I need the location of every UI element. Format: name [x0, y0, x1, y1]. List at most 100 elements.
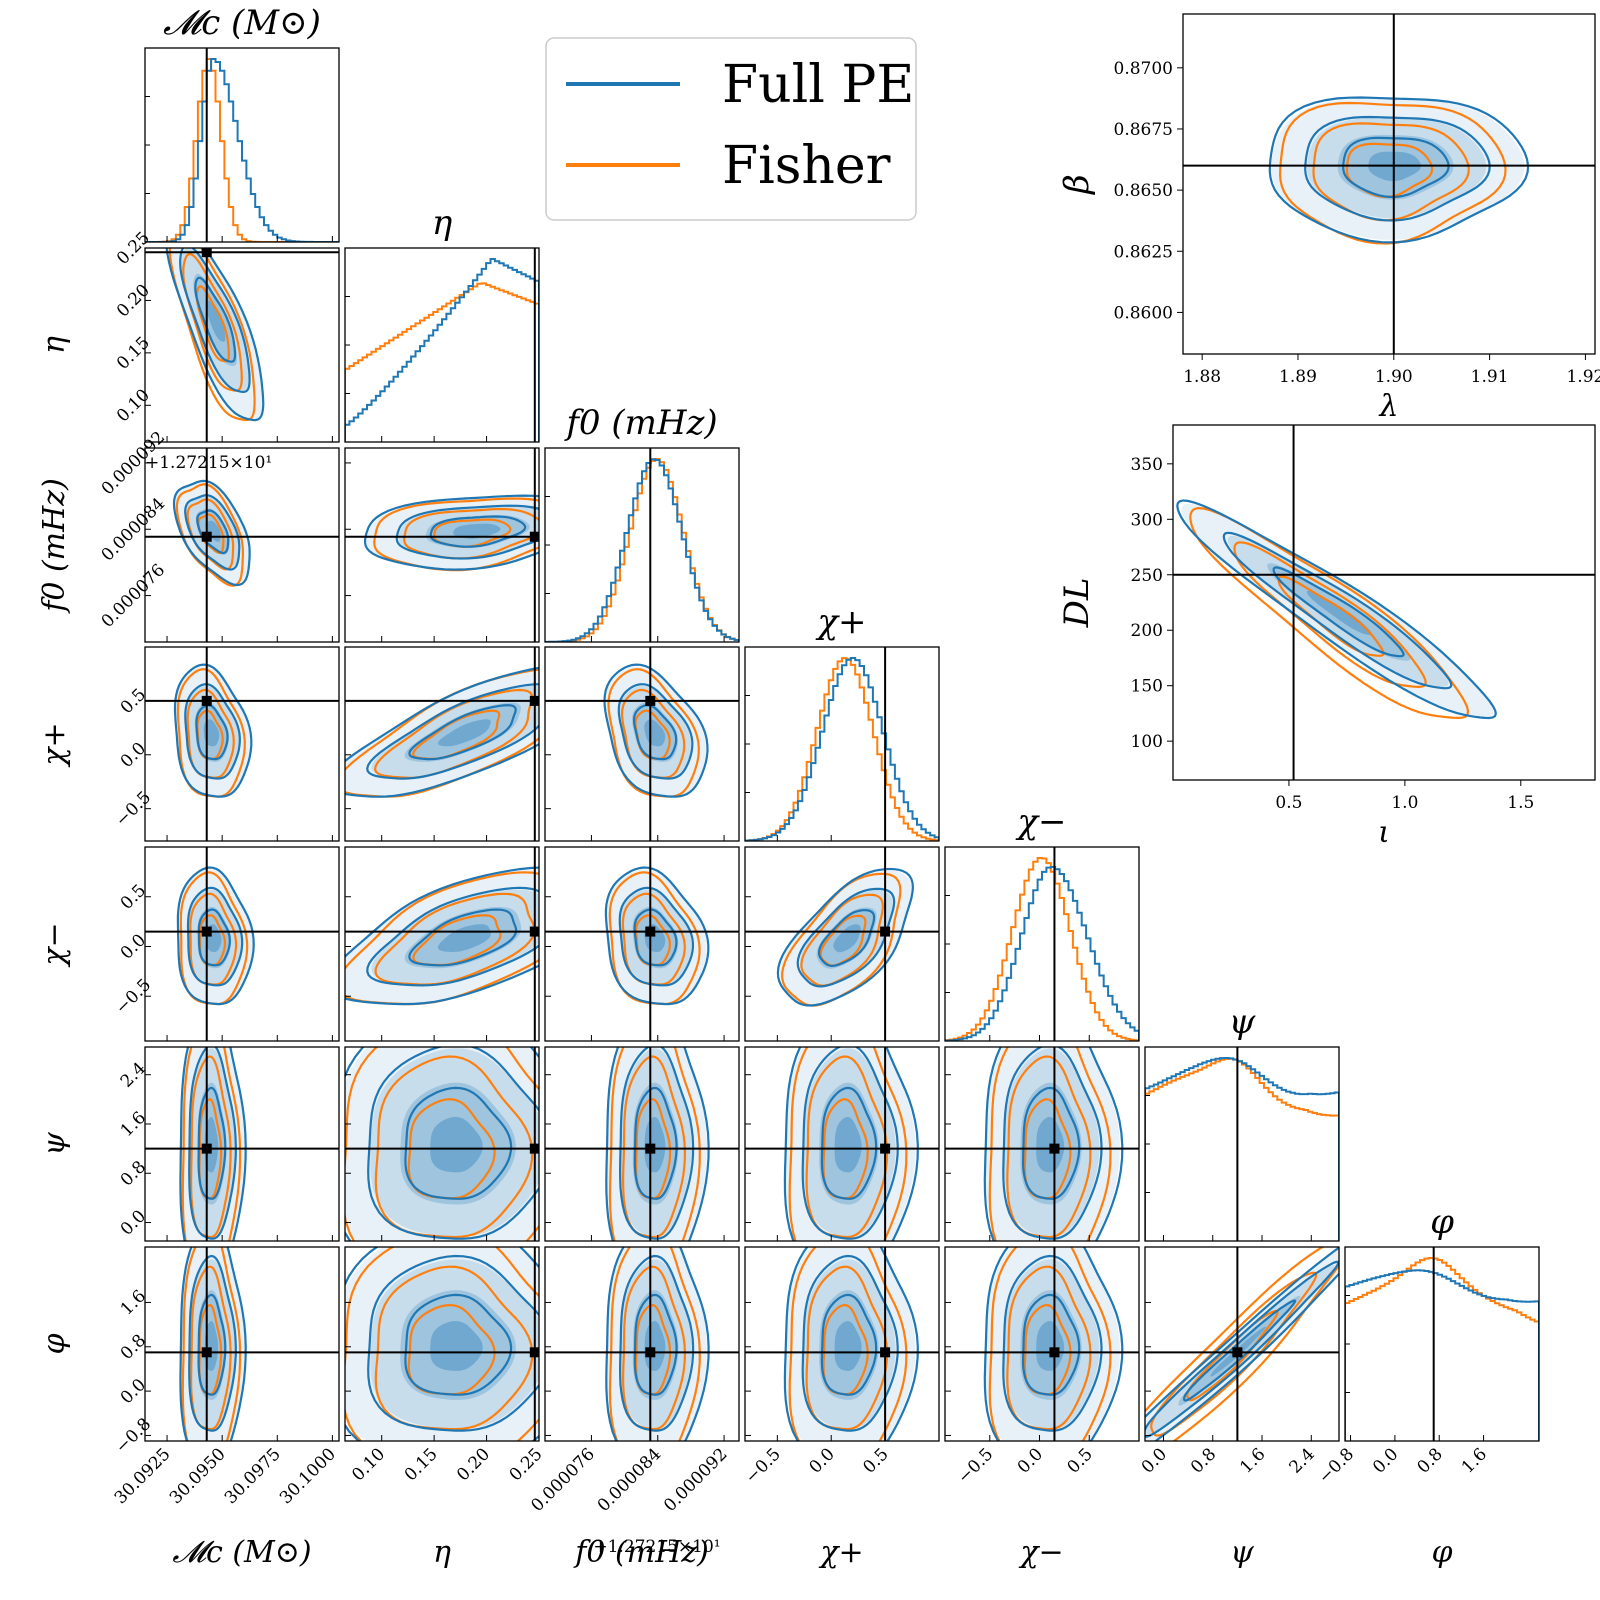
y-tick-label-iota_DL: 200 [1131, 621, 1163, 641]
x-tick-label-psi: 2.4 [1286, 1444, 1319, 1477]
panel-content [945, 1247, 1139, 1441]
panel-frame [144, 1246, 340, 1442]
truth-marker [529, 531, 539, 542]
pair-6-4-full-pe-contour-1 [1002, 1254, 1103, 1432]
pair-4-1-full-pe-contour-1 [366, 886, 539, 987]
x-tick-label-phi: 1.6 [1458, 1444, 1491, 1477]
panel-content [545, 1247, 739, 1441]
panel-frame [744, 1246, 940, 1442]
pair-5-3-fisher-contour-1 [805, 1055, 889, 1239]
panel-psi-eta [344, 1046, 540, 1242]
marginal-fisher-eta [345, 282, 539, 442]
y-tick-label-lambda_beta: 0.8700 [1114, 59, 1173, 79]
x-tick-label-iota_DL: 1.0 [1391, 793, 1418, 813]
pair-2-0-full-pe-contour-0 [172, 479, 251, 587]
x-tick-label-lambda_beta: 1.90 [1375, 367, 1413, 387]
diagonal-title-phi: φ [1430, 1202, 1454, 1242]
pair-5-0-full-pe-contour-2 [197, 1086, 227, 1200]
y-axis-label-f0: f0 (mHz) [37, 478, 72, 614]
pair-3-1-full-pe-contour-1 [366, 683, 539, 780]
diagonal-title-psi: ψ [1229, 1002, 1256, 1042]
marginal-fisher-chi_plus [745, 657, 939, 841]
y-axis-label-chi_plus: χ+ [37, 722, 72, 767]
pair-4-3-full-pe-contour-2 [817, 909, 876, 968]
y-tick-label-lambda_beta: 0.8675 [1114, 120, 1173, 140]
panel-chi_plus-chi_plus: χ+ [744, 602, 940, 842]
pair-1-0-density-3 [205, 299, 226, 342]
panel-frame [1144, 1246, 1340, 1442]
pair-5-2-full-pe-contour-2 [633, 1086, 678, 1200]
truth-marker [529, 695, 539, 706]
y-axis-label-chi_minus: χ− [37, 922, 72, 967]
marginal-full-pe-Mc [145, 58, 339, 242]
pair-6-1-fisher-contour-0 [345, 1247, 539, 1441]
x-tick-label-eta: 0.20 [453, 1444, 494, 1485]
pair-2-1-density-3 [453, 523, 501, 539]
x-axis-label-lambda_beta: λ [1378, 389, 1398, 424]
panel-chi_plus-f0 [544, 646, 740, 842]
pair-2-0-full-pe-contour-1 [184, 494, 241, 571]
panel-Mc-Mc: 𝓜c (M⊙) [144, 3, 340, 243]
pair-6-3-full-pe-contour-2 [820, 1293, 878, 1396]
y-tick-label-f0: 0.000084 [98, 494, 170, 566]
panel-content [1145, 1247, 1339, 1441]
pair-4-3-fisher-contour-1 [800, 893, 885, 987]
panel-content [1145, 1047, 1339, 1241]
pair-4-3-density-2 [816, 907, 877, 969]
pair-6-0-fisher-contour-0 [181, 1247, 242, 1441]
x-tick-label-Mc: 30.0950 [166, 1444, 230, 1508]
marginal-full-pe-phi [1345, 1269, 1539, 1441]
pair-6-3-fisher-contour-1 [805, 1265, 889, 1431]
pair-6-2-fisher-contour-0 [608, 1247, 701, 1441]
pair-6-3-full-pe-contour-0 [783, 1247, 919, 1441]
pair-6-5-full-pe-contour-2 [1183, 1299, 1297, 1402]
panel-content [145, 647, 339, 841]
panel-frame [744, 1046, 940, 1242]
pair-1-0-full-pe-contour-1 [179, 248, 251, 393]
truth-marker [880, 926, 891, 937]
pair-6-5-full-pe-contour-0 [1145, 1247, 1339, 1441]
x-tick-label-eta: 0.15 [401, 1444, 442, 1485]
pair-2-1-fisher-contour-2 [432, 518, 512, 548]
marginal-fisher-psi [1145, 1057, 1339, 1241]
extra-iota_DL-density-2 [1267, 563, 1411, 661]
truth-marker [645, 695, 656, 706]
panel-frame [144, 846, 340, 1042]
corner-plot: 𝓜c (M⊙)0.100.150.200.25η0.0000760.000084… [37, 3, 1540, 1570]
x-tick-label-psi: 0.8 [1187, 1444, 1220, 1477]
pair-5-0-fisher-contour-1 [189, 1055, 232, 1239]
panel-content [345, 847, 539, 1041]
panel-phi-psi: 0.0 0.8 1.6 2.4 [1138, 1246, 1340, 1478]
pair-4-0-full-pe-contour-1 [186, 886, 244, 987]
y-tick-label-lambda_beta: 0.8650 [1114, 181, 1173, 201]
x-tick-label-f0: 0.000084 [594, 1444, 666, 1516]
pair-6-5-density-0 [1145, 1248, 1339, 1441]
marginal-full-pe-eta [345, 258, 539, 442]
marginal-fisher-phi [1345, 1257, 1539, 1441]
pair-6-0-density-3 [204, 1321, 219, 1371]
x-tick-label-chi_plus: 0.5 [859, 1444, 892, 1477]
panel-content [345, 248, 539, 442]
extra-iota_DL-full-pe-contour-2 [1272, 566, 1405, 658]
x-tick-label-chi_minus: −0.5 [954, 1444, 997, 1487]
y-tick-label-iota_DL: 250 [1131, 566, 1163, 586]
pair-5-0-full-pe-contour-1 [188, 1047, 237, 1240]
marginal-fisher-Mc [145, 58, 339, 242]
panel-content [345, 1247, 539, 1441]
pair-6-0-full-pe-contour-1 [188, 1254, 237, 1432]
panel-f0-eta [344, 447, 540, 643]
panel-frame [344, 247, 540, 443]
pair-6-4-density-3 [1036, 1321, 1065, 1371]
panel-frame [144, 1046, 340, 1242]
pair-5-2-fisher-contour-0 [608, 1047, 701, 1241]
x-tick-label-eta: 0.10 [348, 1444, 389, 1485]
panel-f0-f0: f0 (mHz) [544, 403, 740, 643]
extra-iota_DL-fisher-contour-1 [1233, 541, 1427, 689]
panel-frame [544, 846, 740, 1042]
y-tick-label-iota_DL: 100 [1131, 732, 1163, 752]
pair-2-1-fisher-contour-1 [403, 508, 539, 560]
pair-6-2-fisher-contour-1 [621, 1265, 687, 1431]
x-axis-label-f0: f0 (mHz) [573, 1535, 709, 1570]
panel-content [145, 248, 339, 442]
extra-iota_DL-full-pe-contour-0 [1176, 499, 1497, 720]
